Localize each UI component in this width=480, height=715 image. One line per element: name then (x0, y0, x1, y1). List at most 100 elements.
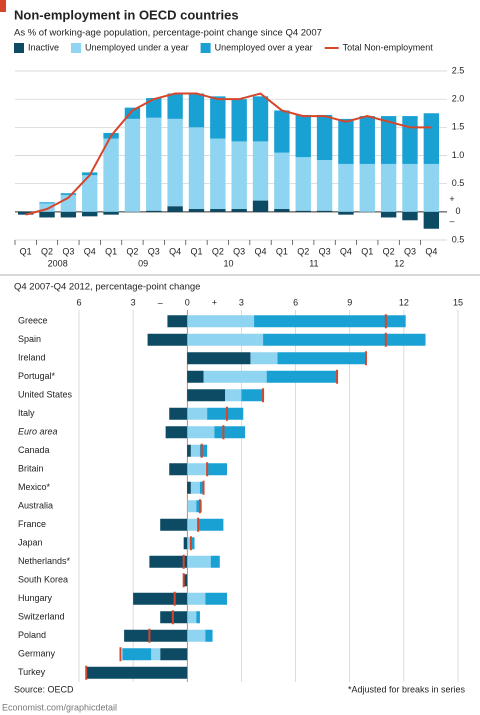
bar-segment (402, 116, 418, 164)
source: Source: OECD (14, 684, 74, 694)
x-group-label: 11 (309, 258, 318, 268)
bar-segment (198, 518, 224, 531)
x-tick-label: 9 (347, 297, 352, 307)
line (25, 92, 432, 216)
bar-segment (103, 211, 119, 215)
bar-segment (169, 407, 188, 420)
legend-label: Total Non-employment (343, 42, 434, 52)
sign: + (449, 194, 454, 204)
x-tick-label: Q4 (84, 246, 96, 256)
bar-segment (231, 99, 247, 142)
bar-segment (183, 537, 188, 550)
bar-segment (188, 93, 205, 128)
total-marker (198, 499, 201, 514)
bar-segment (187, 426, 215, 439)
bar-segment (423, 211, 440, 229)
total-marker (182, 554, 185, 569)
y-tick-label: France (18, 519, 46, 529)
bar-segment (402, 211, 418, 221)
chart-title: Non-employment in OECD countries (14, 7, 239, 22)
bar-segment (199, 481, 204, 494)
bar-segment (380, 163, 397, 212)
x-group-label: 10 (223, 258, 233, 268)
x-tick-label: 3 (131, 297, 136, 307)
bar-segment (274, 152, 290, 210)
bar-segment (205, 592, 227, 605)
x-tick-label: Q4 (255, 246, 267, 256)
total-marker (171, 610, 174, 625)
bar-segment (252, 200, 269, 212)
x-tick-label: Q1 (105, 246, 117, 256)
bar-segment (187, 389, 226, 402)
bar-segment (214, 426, 246, 439)
bar-segment (295, 114, 311, 158)
y-tick-label: 1.5 (452, 122, 465, 132)
y-tick-label: Canada (18, 445, 50, 455)
bar-segment (187, 463, 208, 476)
y-tick-label: United States (18, 390, 73, 400)
bar-segment (423, 113, 440, 164)
x-tick-label: Q4 (340, 246, 352, 256)
legend-label: Unemployed under a year (85, 42, 189, 52)
bar-segment (338, 163, 354, 212)
bar-segment (231, 209, 247, 212)
subtitle: As % of working-age population, percenta… (14, 28, 322, 39)
total-marker (202, 480, 205, 495)
x-tick-label: 6 (76, 297, 81, 307)
bar-segment (187, 500, 197, 513)
y-tick-label: Turkey (18, 667, 46, 677)
bar-segment (207, 407, 244, 420)
y-tick-label: 0.5 (452, 234, 465, 244)
x-tick-label: Q3 (148, 246, 160, 256)
bar-segment (241, 389, 264, 402)
y-tick-label: 0.5 (452, 178, 465, 188)
bar-segment (380, 116, 397, 164)
bar-segment (183, 574, 188, 587)
total-marker (189, 536, 192, 551)
bar-segment (190, 444, 200, 457)
bar-segment (203, 370, 267, 383)
bar-segment (254, 315, 406, 328)
bar-segment (316, 210, 333, 212)
bar-segment (187, 481, 191, 494)
x-tick-label: 3 (239, 297, 244, 307)
brand-mark (0, 0, 6, 12)
bar-segment (274, 110, 290, 153)
bar-segment (86, 666, 188, 679)
bar-segment (82, 175, 98, 212)
bar-segment (146, 98, 162, 118)
total-marker (119, 647, 122, 662)
bar-segment (165, 426, 188, 439)
bar-segment (359, 116, 375, 164)
legend-label: Unemployed over a year (215, 42, 313, 52)
bar-segment (187, 315, 255, 328)
bar-segment (39, 203, 55, 212)
bar-segment (210, 209, 226, 212)
sign: – (158, 297, 163, 307)
bar-segment (199, 444, 208, 457)
bar-segment (187, 555, 211, 568)
x-tick-label: Q4 (169, 246, 181, 256)
bar-segment (196, 611, 200, 624)
legend-swatch (14, 43, 24, 53)
x-tick-label: 0 (185, 297, 190, 307)
bar-segment (188, 209, 205, 212)
bar-segment (187, 518, 199, 531)
x-tick-label: Q1 (20, 246, 32, 256)
bar-segment (338, 211, 354, 215)
y-tick-label: Euro area (18, 427, 58, 437)
x-group-label: 09 (138, 258, 148, 268)
y-tick-label: Britain (18, 464, 44, 474)
bar-segment (60, 193, 77, 195)
bar-segment (160, 648, 188, 661)
y-tick-label: Australia (18, 501, 53, 511)
footnote: *Adjusted for breaks in series (348, 684, 466, 694)
bar-segment (146, 210, 162, 212)
bar-segment (146, 117, 162, 211)
y-tick-label: Mexico* (18, 482, 51, 492)
y-tick-label: Japan (18, 538, 43, 548)
y-tick-label: Italy (18, 408, 35, 418)
bar-segment (122, 648, 152, 661)
y-tick-label: Germany (18, 649, 56, 659)
